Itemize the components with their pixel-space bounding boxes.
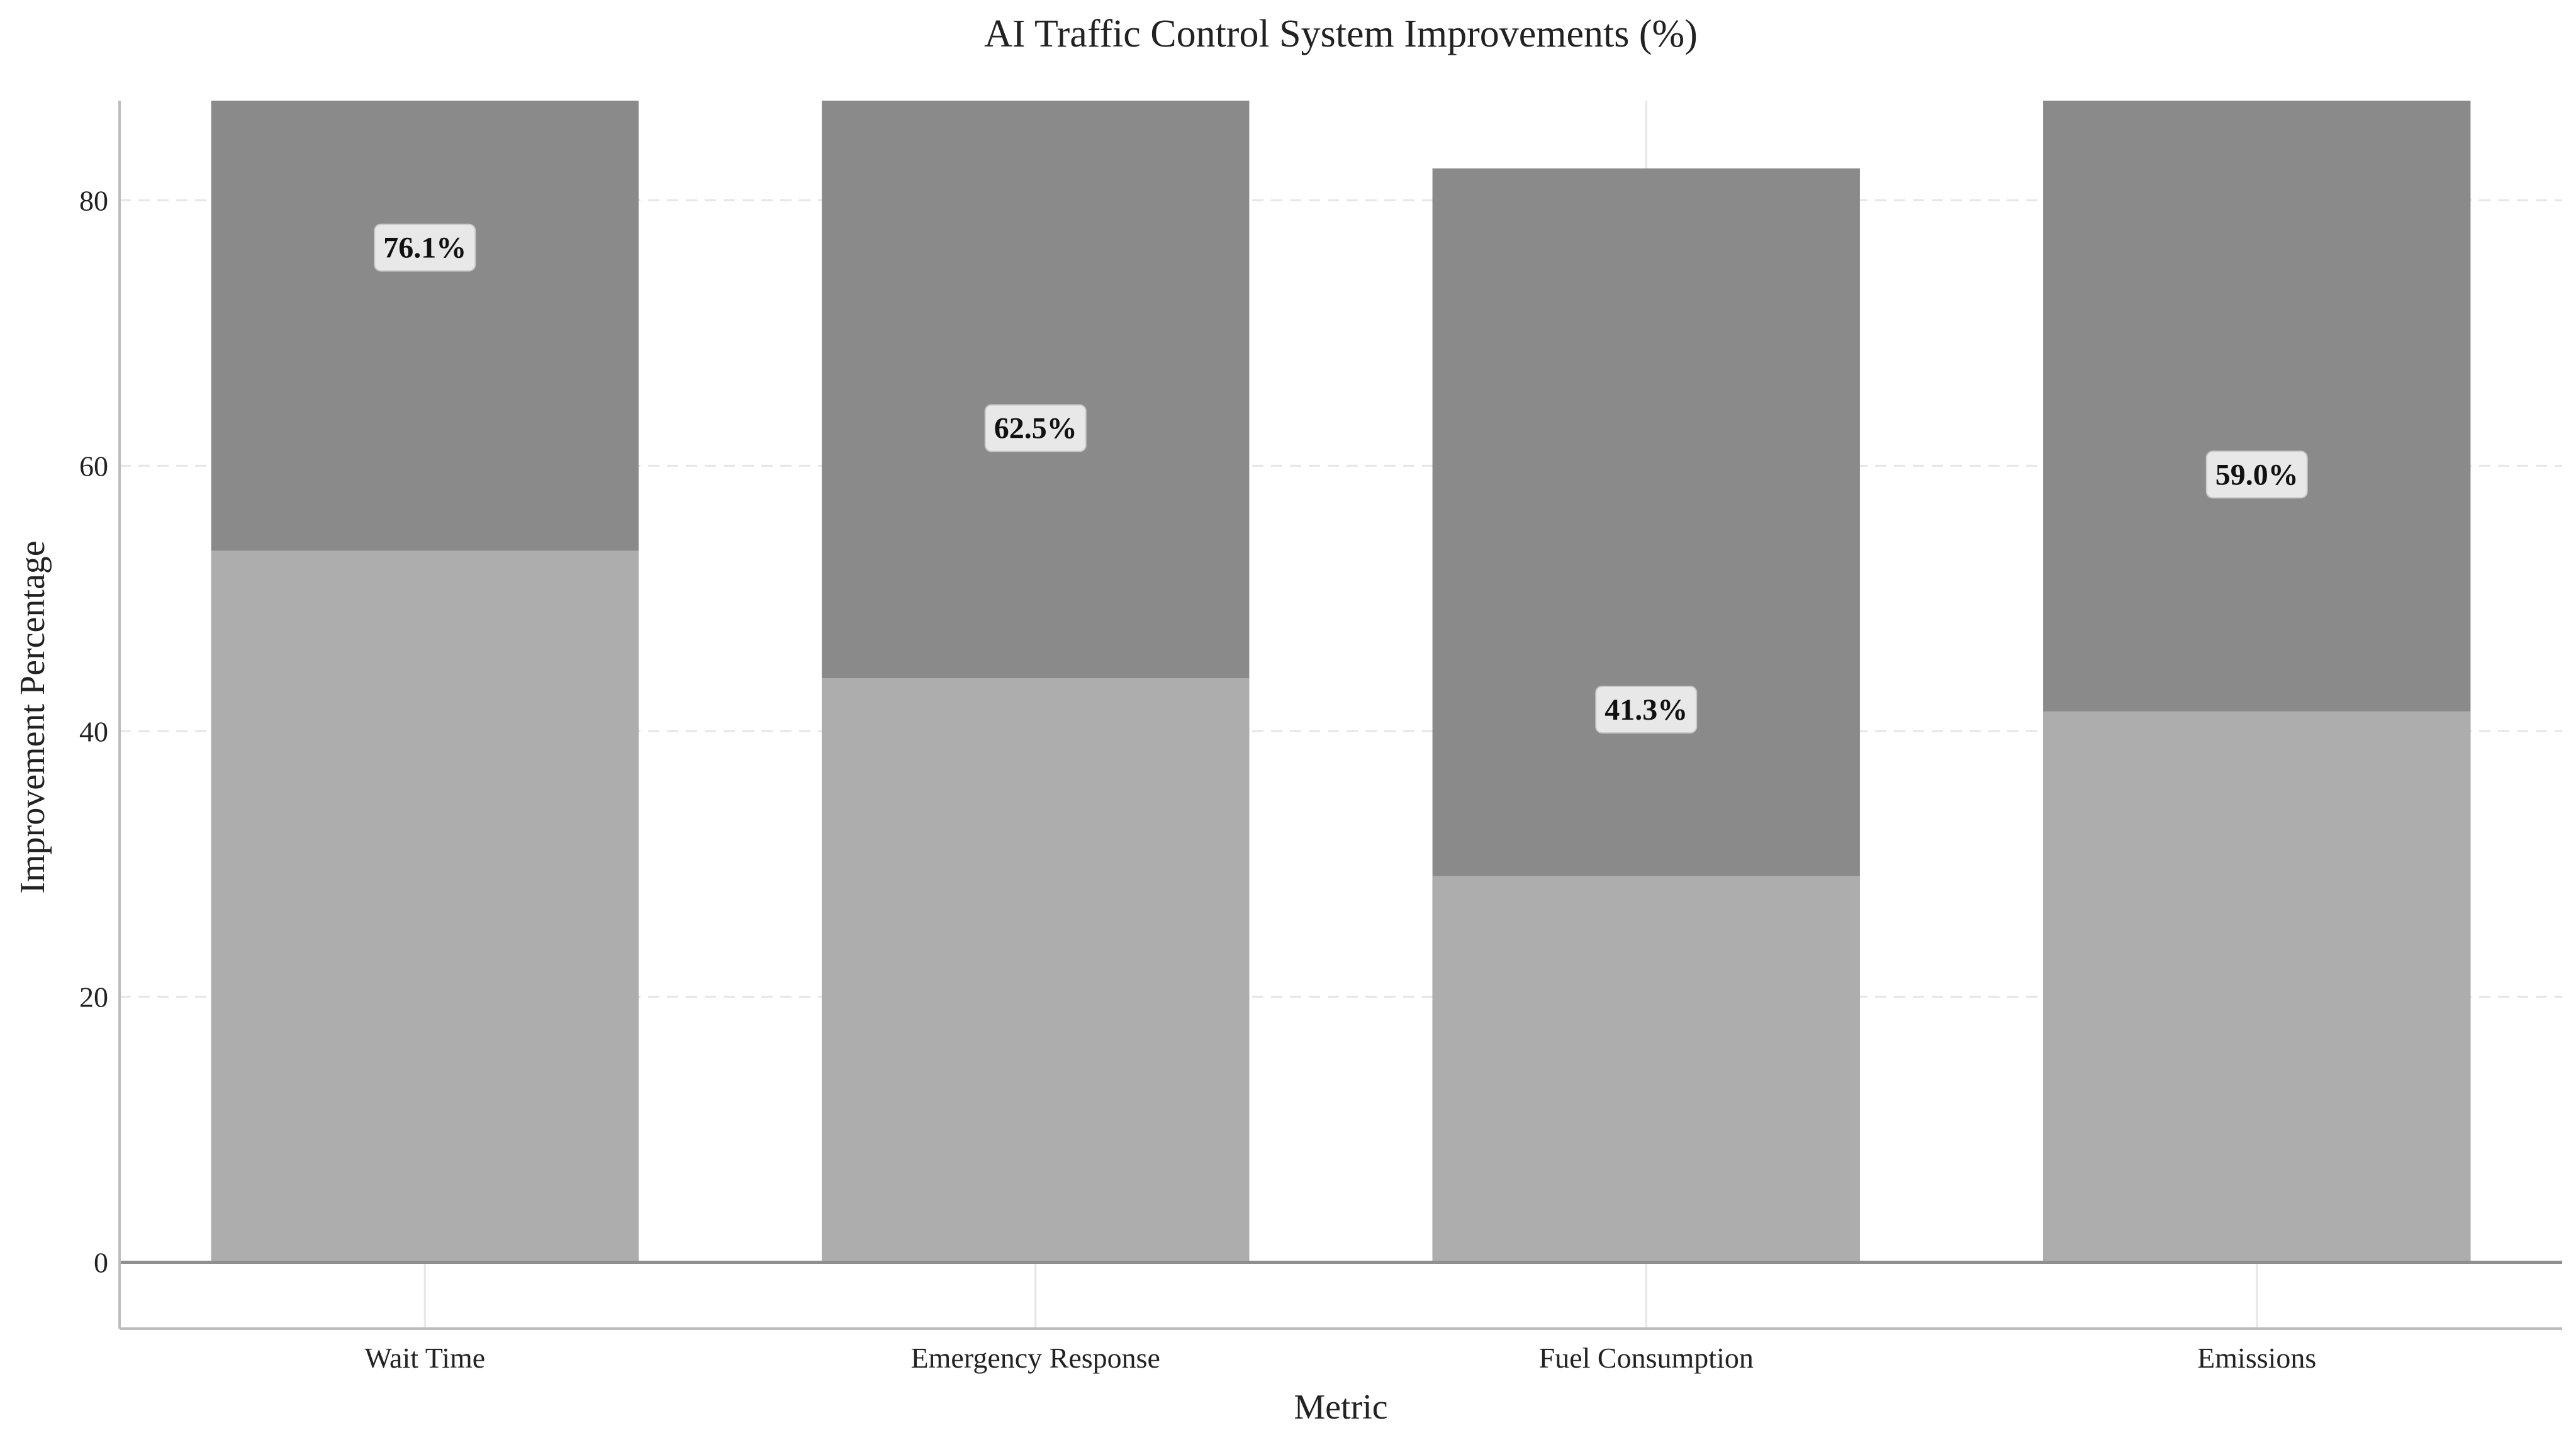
data-label: 76.1% (383, 232, 466, 265)
x-tick-label: Emergency Response (911, 1342, 1160, 1374)
data-label: 59.0% (2215, 458, 2299, 491)
x-axis-label: Metric (1294, 1388, 1387, 1427)
data-label: 41.3% (1604, 693, 1688, 727)
label-layer: 76.1% 62.5% 41.3% 59.0% (374, 223, 2308, 734)
data-label-box (1595, 685, 1698, 734)
data-label-box (2205, 450, 2308, 499)
bar-layer (211, 101, 2471, 1263)
y-tick-label: 0 (94, 1246, 108, 1278)
y-tick-label: 80 (79, 184, 108, 216)
x-tick-label: Wait Time (364, 1342, 485, 1374)
bar-front (822, 678, 1250, 1263)
y-tick-label: 60 (79, 450, 108, 482)
chart-title: AI Traffic Control System Improvements (… (984, 13, 1698, 55)
bar-front (2043, 711, 2471, 1263)
y-tick-label: 20 (79, 981, 108, 1013)
bar-front (211, 550, 639, 1263)
bar-front (1432, 876, 1860, 1263)
y-tick-label: 40 (79, 715, 108, 747)
x-tick-label: Fuel Consumption (1539, 1342, 1754, 1374)
data-label: 62.5% (994, 412, 1077, 445)
axis-layer: 0 20 40 60 80 Wait Time Emergency Response Fuel… (79, 101, 2562, 1374)
data-label-box (984, 404, 1087, 452)
x-tick-label: Emissions (2197, 1342, 2316, 1374)
y-axis-label: Improvement Percentage (13, 540, 52, 893)
data-label-box (374, 223, 476, 272)
